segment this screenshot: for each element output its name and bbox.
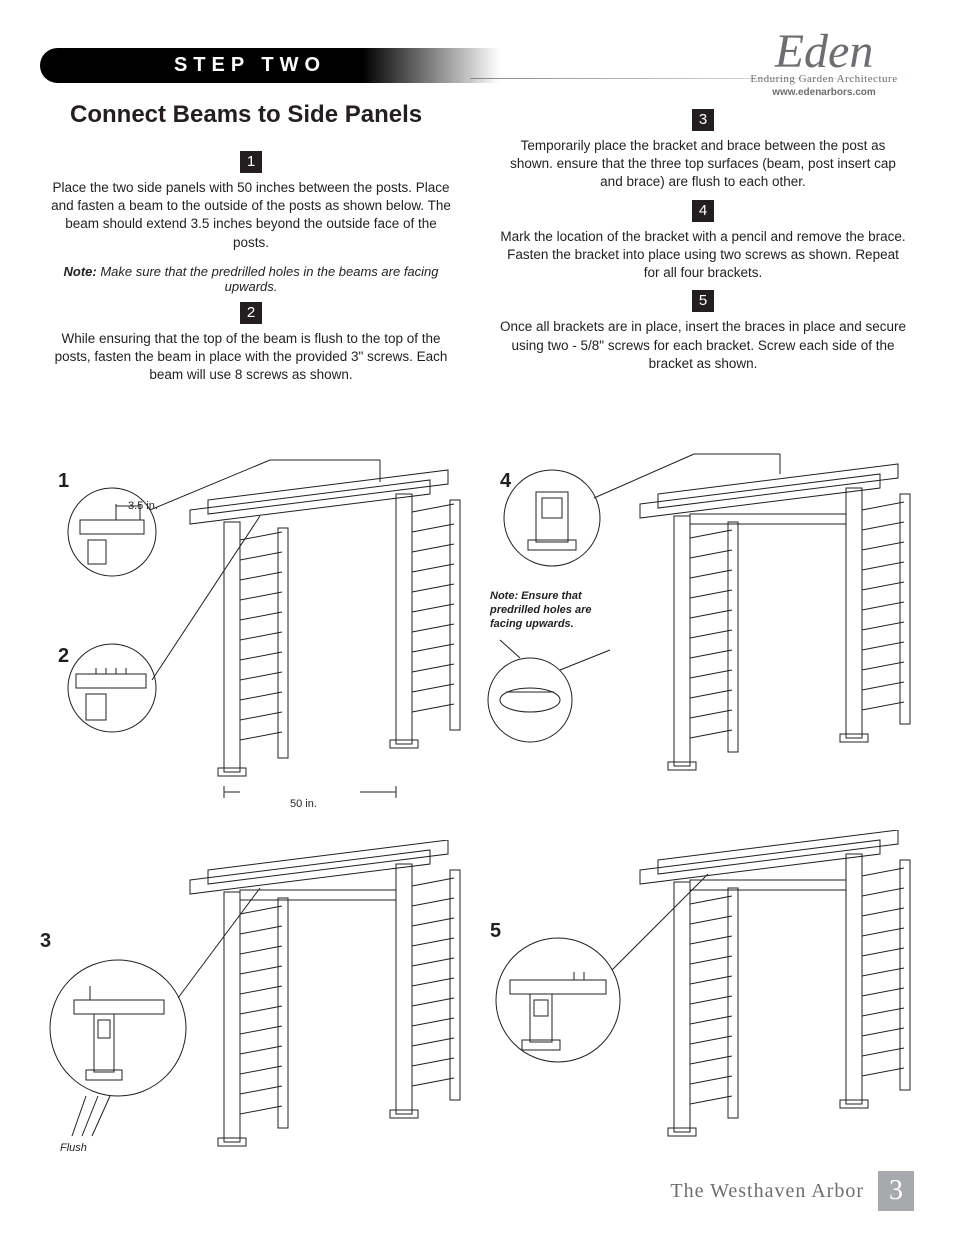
figure-5: 5	[480, 830, 920, 1160]
step-1-text: Place the two side panels with 50 inches…	[40, 179, 462, 252]
callout-4: 4	[500, 470, 511, 493]
callout-1: 1	[58, 470, 69, 493]
note-1: Note: Make sure that the predrilled hole…	[40, 264, 462, 294]
step-3-text: Temporarily place the bracket and brace …	[492, 137, 914, 192]
step-2-text: While ensuring that the top of the beam …	[40, 330, 462, 385]
arbor-1-2-svg	[40, 440, 470, 820]
diagram-area: 1 2 3.5 in. 50 in.	[40, 440, 914, 1175]
figure-1-2: 1 2 3.5 in. 50 in.	[40, 440, 470, 820]
flush-label: Flush	[60, 1142, 87, 1154]
note-1-body: Make sure that the predrilled holes in t…	[97, 264, 439, 294]
page-number: 3	[878, 1171, 914, 1211]
step-5-text: Once all brackets are in place, insert t…	[492, 318, 914, 373]
callout-2: 2	[58, 645, 69, 668]
logo-script: Eden	[734, 30, 914, 73]
footer: The Westhaven Arbor 3	[0, 1171, 954, 1211]
callout-3: 3	[40, 930, 51, 953]
step-num-4: 4	[692, 200, 714, 222]
arbor-5-svg	[480, 830, 920, 1160]
section-title: Connect Beams to Side Panels	[40, 101, 462, 129]
logo-tagline: Enduring Garden Architecture	[734, 73, 914, 85]
logo-block: Eden Enduring Garden Architecture www.ed…	[734, 30, 914, 98]
step-4-text: Mark the location of the bracket with a …	[492, 228, 914, 283]
dim-3-5in: 3.5 in.	[128, 500, 158, 512]
left-column: Connect Beams to Side Panels 1 Place the…	[40, 101, 462, 385]
note-1-bold: Note:	[63, 264, 96, 279]
right-column: 3 Temporarily place the bracket and brac…	[492, 101, 914, 385]
figure-3: 3 Flush	[40, 840, 470, 1170]
figure-4: 4 Note: Ensure that predrilled holes are…	[480, 440, 920, 800]
inline-note-holes: Note: Ensure that predrilled holes are f…	[490, 590, 600, 631]
callout-5: 5	[490, 920, 501, 943]
step-num-5: 5	[692, 290, 714, 312]
dim-50in: 50 in.	[290, 798, 317, 810]
arbor-3-svg	[40, 840, 470, 1170]
step-num-2: 2	[240, 302, 262, 324]
footer-product-name: The Westhaven Arbor	[670, 1180, 864, 1203]
content-columns: Connect Beams to Side Panels 1 Place the…	[0, 83, 954, 385]
step-num-3: 3	[692, 109, 714, 131]
step-pill: STEP TWO	[40, 48, 500, 83]
step-num-1: 1	[240, 151, 262, 173]
logo-url: www.edenarbors.com	[734, 87, 914, 98]
